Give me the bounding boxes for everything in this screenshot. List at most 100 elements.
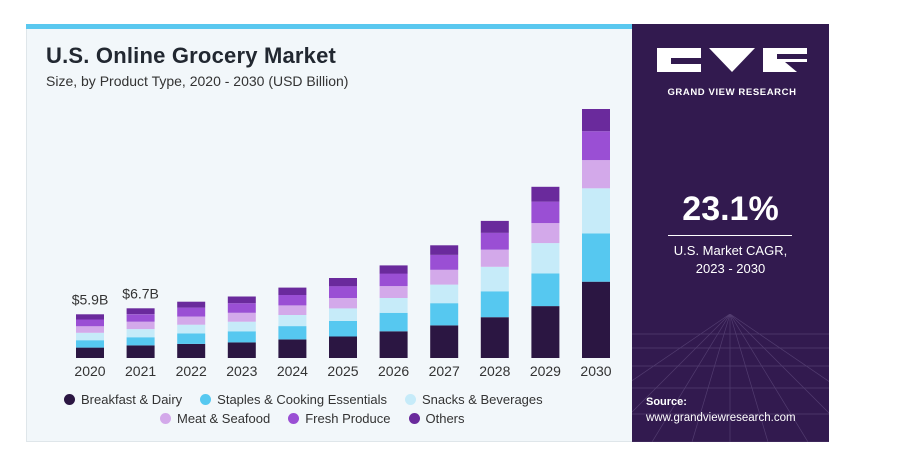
cagr-label: U.S. Market CAGR, 2023 - 2030 bbox=[632, 242, 829, 278]
bar-segment-2029-2 bbox=[531, 243, 560, 274]
legend-item-meat: Meat & Seafood bbox=[160, 411, 270, 426]
bar-segment-2023-4 bbox=[227, 303, 256, 313]
bar-segment-2030-0 bbox=[582, 281, 610, 358]
bar-segment-2024-4 bbox=[278, 295, 307, 306]
x-tick-label: 2028 bbox=[479, 363, 510, 379]
bar-segment-2027-3 bbox=[430, 269, 459, 285]
x-tick-label: 2025 bbox=[327, 363, 358, 379]
bar-segment-2025-5 bbox=[329, 278, 357, 287]
bar-segment-2023-2 bbox=[227, 321, 256, 332]
legend-label: Others bbox=[425, 411, 465, 426]
bar-segment-2021-4 bbox=[126, 314, 155, 322]
bar-segment-2022-3 bbox=[177, 316, 206, 325]
legend-item-snacks: Snacks & Beverages bbox=[404, 392, 543, 407]
bar-segment-2028-1 bbox=[480, 291, 509, 318]
bar-segment-2025-0 bbox=[329, 336, 357, 358]
bar-segment-2022-4 bbox=[177, 307, 206, 317]
bar-segment-2023-1 bbox=[227, 331, 256, 343]
bar-segment-2025-3 bbox=[329, 298, 357, 309]
chart-title: U.S. Online Grocery Market bbox=[46, 43, 337, 68]
cagr-label-line-1: U.S. Market CAGR, bbox=[673, 243, 788, 258]
stacked-bar-chart: 2020 $5.9B 2021 $6.7B 2022 2023 2024 2025 2026 20… bbox=[72, 109, 612, 379]
bar-segment-2030-4 bbox=[582, 131, 610, 161]
x-tick-label: 2029 bbox=[530, 363, 561, 379]
data-label: $6.7B bbox=[122, 285, 159, 301]
source-label: Source: bbox=[646, 396, 687, 408]
bar-segment-2021-1 bbox=[126, 337, 155, 346]
source-url: www.grandviewresearch.com bbox=[646, 412, 796, 424]
legend-swatch-breakfast-dairy bbox=[64, 394, 75, 405]
bar-segment-2023-0 bbox=[227, 342, 256, 358]
bar-segment-2027-0 bbox=[430, 325, 459, 358]
bar-segment-2030-3 bbox=[582, 160, 610, 189]
x-tick-label: 2030 bbox=[580, 363, 611, 379]
bar-segment-2025-2 bbox=[329, 308, 357, 321]
legend-label: Meat & Seafood bbox=[177, 411, 271, 426]
legend-row-1: Breakfast & Dairy Staples & Cooking Esse… bbox=[64, 392, 543, 407]
legend-label: Staples & Cooking Essentials bbox=[217, 392, 387, 407]
bar-segment-2024-2 bbox=[278, 315, 307, 327]
bar-segment-2027-4 bbox=[430, 255, 459, 270]
bar-segment-2030-2 bbox=[582, 188, 610, 234]
bar-segment-2029-0 bbox=[531, 306, 560, 358]
x-tick-label: 2027 bbox=[429, 363, 460, 379]
legend-swatch-staples bbox=[200, 394, 212, 405]
bar-segment-2030-5 bbox=[582, 109, 610, 132]
bar-segment-2020-5 bbox=[76, 314, 104, 320]
bar-segment-2024-1 bbox=[278, 326, 307, 340]
bar-segment-2026-4 bbox=[379, 273, 408, 287]
bar-segment-2022-0 bbox=[177, 343, 206, 358]
brand-logo-marks-icon bbox=[657, 48, 807, 72]
chart-subtitle: Size, by Product Type, 2020 - 2030 (USD … bbox=[46, 73, 349, 89]
brand-logo: GRAND VIEW RESEARCH bbox=[657, 48, 807, 98]
perspective-grid-graphic bbox=[632, 314, 829, 442]
bar-segment-2024-3 bbox=[278, 305, 307, 315]
cagr-value: 23.1% bbox=[682, 190, 779, 228]
side-panel: GRAND VIEW RESEARCH 23.1% U.S. Market CA… bbox=[632, 24, 829, 442]
bar-segment-2028-4 bbox=[480, 232, 509, 250]
bar-segment-2022-5 bbox=[177, 301, 206, 308]
x-tick-label: 2023 bbox=[226, 363, 257, 379]
legend-swatch-meat bbox=[160, 413, 171, 424]
bar-segment-2029-5 bbox=[531, 186, 560, 202]
bar-segment-2025-1 bbox=[329, 320, 357, 337]
bar-segment-2020-4 bbox=[76, 319, 104, 327]
x-tick-label: 2021 bbox=[125, 363, 156, 379]
bar-segment-2027-1 bbox=[430, 303, 459, 326]
cagr-label-line-2: 2023 - 2030 bbox=[695, 261, 766, 276]
data-label: $5.9B bbox=[72, 291, 109, 307]
bar-segment-2028-3 bbox=[480, 249, 509, 267]
x-tick-label: 2026 bbox=[378, 363, 409, 379]
x-tick-label: 2020 bbox=[74, 363, 105, 379]
bar-segment-2028-2 bbox=[480, 266, 509, 292]
x-tick-label: 2022 bbox=[176, 363, 207, 379]
bar-segment-2022-2 bbox=[177, 324, 206, 334]
bar-segment-2022-1 bbox=[177, 333, 206, 344]
bar-segment-2023-3 bbox=[227, 312, 256, 322]
bar-segment-2026-5 bbox=[379, 265, 408, 274]
bar-segment-2028-5 bbox=[480, 220, 509, 233]
bar-segment-2021-0 bbox=[126, 345, 155, 358]
bar-segment-2030-1 bbox=[582, 233, 610, 282]
bar-segment-2023-5 bbox=[227, 296, 256, 304]
brand-name: GRAND VIEW RESEARCH bbox=[667, 87, 797, 98]
legend-item-breakfast-dairy: Breakfast & Dairy bbox=[64, 392, 182, 407]
legend-swatch-others bbox=[408, 413, 420, 424]
legend-swatch-fresh bbox=[288, 413, 300, 424]
bar-segment-2024-5 bbox=[278, 287, 307, 295]
bar-segment-2020-3 bbox=[76, 326, 104, 333]
legend-item-fresh: Fresh Produce bbox=[288, 411, 391, 426]
x-tick-label: 2024 bbox=[277, 363, 308, 379]
bar-segment-2029-3 bbox=[531, 223, 560, 244]
bar-segment-2021-5 bbox=[126, 308, 155, 315]
legend-label: Fresh Produce bbox=[305, 411, 391, 426]
bar-segment-2026-0 bbox=[379, 331, 408, 358]
bar-segment-2026-1 bbox=[379, 312, 408, 332]
cagr-divider bbox=[668, 235, 792, 236]
bar-segment-2026-3 bbox=[379, 286, 408, 298]
bar-segment-2029-1 bbox=[531, 273, 560, 307]
legend-label: Snacks & Beverages bbox=[421, 392, 543, 407]
legend-item-staples: Staples & Cooking Essentials bbox=[200, 392, 387, 407]
legend-row-2: Meat & Seafood Fresh Produce Others bbox=[160, 411, 465, 426]
bar-segment-2021-2 bbox=[126, 329, 155, 338]
